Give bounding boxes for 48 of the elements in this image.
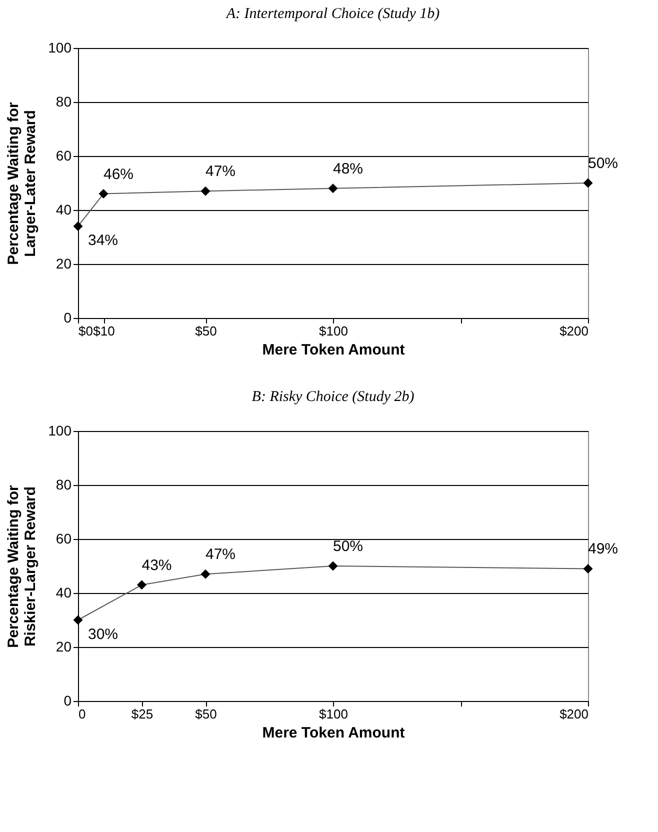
y-tick-label: 0 — [64, 692, 72, 708]
data-label: 49% — [588, 540, 618, 558]
y-tick-label: 20 — [56, 638, 72, 654]
point — [583, 564, 593, 574]
y-tick-label: 100 — [48, 40, 72, 56]
data-label: 30% — [88, 626, 118, 643]
point — [583, 178, 593, 188]
x-tick-label: $0 — [78, 324, 93, 338]
data-label: 50% — [333, 538, 364, 555]
x-tick-label: $10 — [93, 324, 115, 338]
data-label: 47% — [206, 546, 236, 564]
x-tick-label: $50 — [195, 324, 217, 338]
y-tick-label: 80 — [56, 94, 72, 110]
y-tick-label: 0 — [64, 310, 72, 326]
point — [200, 569, 210, 579]
x-tick-label: $100 — [319, 706, 348, 722]
y-tick-label: 80 — [56, 476, 72, 492]
x-tick-label: $50 — [195, 706, 217, 722]
point — [98, 189, 108, 199]
x-tick-label: $200 — [560, 706, 588, 722]
y-tick-label: 40 — [56, 202, 72, 218]
point — [73, 221, 83, 231]
y-tick-label: 40 — [56, 584, 72, 600]
point — [328, 561, 338, 571]
x-axis-title: Mere Token Amount — [262, 342, 405, 358]
chart-title: A: Intertemporal Choice (Study 1b) — [225, 6, 440, 22]
y-axis-title: Percentage Waiting for Larger-Later Reward — [5, 102, 40, 265]
point — [137, 580, 146, 590]
data-label: 50% — [588, 155, 618, 172]
y-axis-title: Percentage Waiting for Riskier-Larger Reward — [5, 484, 40, 648]
x-tick-label: $100 — [319, 324, 348, 338]
x-tick-label: $200 — [560, 324, 588, 338]
x-tick-label: 0 — [78, 706, 86, 722]
y-tick-label: 60 — [56, 530, 72, 546]
x-tick-label: $25 — [131, 706, 154, 722]
x-axis-title: Mere Token Amount — [262, 724, 405, 742]
point — [200, 186, 210, 196]
point — [328, 184, 338, 194]
data-label: 47% — [206, 163, 236, 180]
y-tick-label: 60 — [56, 148, 72, 164]
y-tick-label: 20 — [56, 256, 72, 272]
data-label: 46% — [104, 166, 134, 183]
point — [73, 615, 83, 625]
data-label: 43% — [142, 556, 172, 574]
chart-title: B: Risky Choice (Study 2b) — [252, 389, 414, 405]
data-label: 48% — [333, 160, 364, 178]
data-label: 34% — [88, 232, 118, 250]
y-tick-label: 100 — [48, 422, 72, 438]
